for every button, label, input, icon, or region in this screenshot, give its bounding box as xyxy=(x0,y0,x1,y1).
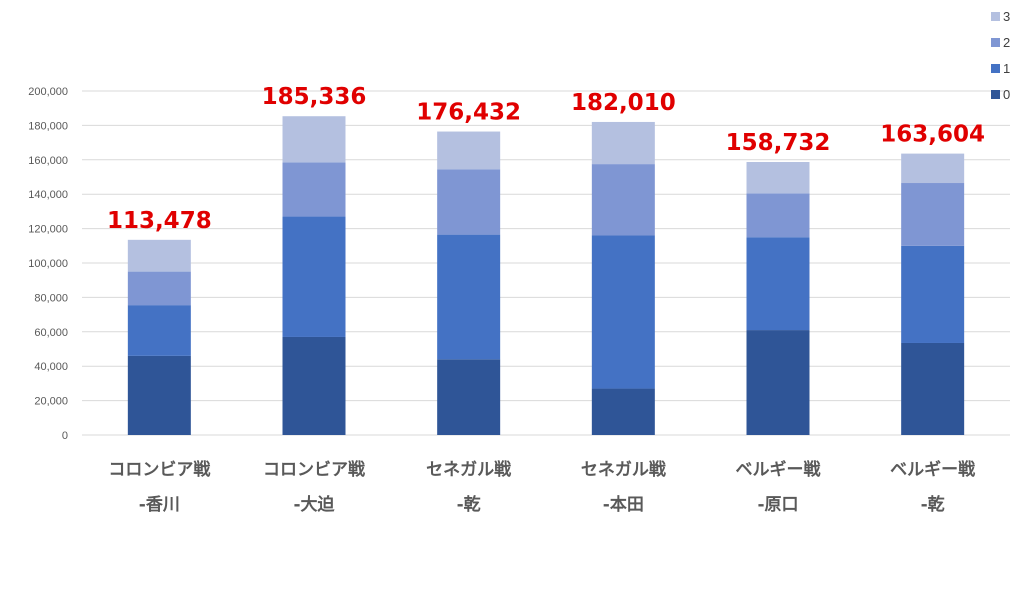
y-tick-label: 160,000 xyxy=(28,155,68,167)
bar-segment-series-2 xyxy=(437,169,501,235)
legend: 3 2 1 0 xyxy=(991,9,1010,102)
bar-segment-series-3 xyxy=(591,121,655,165)
y-tick-label: 200,000 xyxy=(28,86,68,98)
bar-segment-series-1 xyxy=(127,305,191,356)
category-label: -乾 xyxy=(921,494,945,515)
category-label: セネガル戦 xyxy=(581,459,667,480)
category-label: セネガル戦 xyxy=(426,459,512,480)
y-tick-label: 40,000 xyxy=(34,361,68,373)
bar-segment-series-3 xyxy=(127,239,191,272)
legend-item: 3 xyxy=(991,9,1010,24)
legend-item: 2 xyxy=(991,35,1010,50)
bar-segment-series-3 xyxy=(282,116,346,163)
legend-swatch xyxy=(991,64,1000,73)
bar-segment-series-1 xyxy=(746,237,810,331)
total-label: 185,336 xyxy=(262,84,367,110)
legend-label: 1 xyxy=(1003,61,1010,76)
category-label: -香川 xyxy=(139,495,180,515)
bar-segment-series-1 xyxy=(901,245,965,343)
bar-stack xyxy=(437,131,501,435)
gridlines xyxy=(82,90,1010,436)
bar-segment-series-0 xyxy=(437,359,501,435)
bar-stack xyxy=(591,121,655,435)
y-tick-label: 20,000 xyxy=(34,396,68,408)
category-label: -原口 xyxy=(757,495,798,515)
y-tick-label: 140,000 xyxy=(28,189,68,201)
category-labels: コロンビア戦 -香川 コロンビア戦 -大迫 セネガル戦 -乾 セネガル戦 -本田 ベルギー戦 -原… xyxy=(108,459,976,515)
category-label: -乾 xyxy=(457,494,481,515)
total-labels: 113,478 185,336 176,432 182,010 158,732 163,6… xyxy=(107,84,985,234)
bar-stack xyxy=(282,116,346,435)
total-label: 182,010 xyxy=(571,90,676,116)
bar-stack xyxy=(127,239,191,435)
category-label: ベルギー戦 xyxy=(736,459,822,480)
bar-segment-series-2 xyxy=(901,183,965,246)
legend-swatch xyxy=(991,12,1000,21)
bar-stack xyxy=(901,153,965,435)
bar-segment-series-0 xyxy=(127,355,191,435)
bar-segment-series-1 xyxy=(437,234,501,360)
legend-item: 1 xyxy=(991,61,1010,76)
bar-segment-series-3 xyxy=(746,161,810,194)
bar-segment-series-2 xyxy=(127,271,191,306)
bar-segment-series-0 xyxy=(282,336,346,435)
legend-label: 0 xyxy=(1003,87,1010,102)
legend-swatch xyxy=(991,90,1000,99)
y-axis-ticks: 0 20,000 40,000 60,000 80,000 100,000 120,000 1… xyxy=(28,86,68,442)
total-label: 163,604 xyxy=(880,122,985,148)
y-tick-label: 80,000 xyxy=(34,292,68,304)
bar-stack xyxy=(746,161,810,435)
bar-segment-series-1 xyxy=(282,216,346,337)
bar-segment-series-2 xyxy=(282,162,346,217)
bar-segment-series-0 xyxy=(746,330,810,435)
legend-label: 2 xyxy=(1003,35,1010,50)
total-label: 113,478 xyxy=(107,208,212,234)
category-label: コロンビア戦 xyxy=(108,459,211,480)
y-tick-label: 120,000 xyxy=(28,224,68,236)
category-label: -本田 xyxy=(603,494,644,515)
legend-swatch xyxy=(991,38,1000,47)
bar-segment-series-0 xyxy=(591,388,655,435)
category-label: ベルギー戦 xyxy=(890,459,976,480)
y-tick-label: 0 xyxy=(62,430,68,442)
y-tick-label: 180,000 xyxy=(28,120,68,132)
total-label: 176,432 xyxy=(416,100,521,126)
bar-segment-series-1 xyxy=(591,235,655,389)
category-label: コロンビア戦 xyxy=(263,459,366,480)
bars xyxy=(127,116,965,435)
total-label: 158,732 xyxy=(726,130,831,156)
bar-segment-series-3 xyxy=(437,131,501,170)
legend-label: 3 xyxy=(1003,9,1010,24)
bar-segment-series-2 xyxy=(591,164,655,236)
bar-segment-series-2 xyxy=(746,193,810,238)
bar-segment-series-0 xyxy=(901,342,965,435)
category-label: -大迫 xyxy=(293,494,335,515)
legend-item: 0 xyxy=(991,87,1010,102)
bar-segment-series-3 xyxy=(901,153,965,184)
y-tick-label: 100,000 xyxy=(28,258,68,270)
y-tick-label: 60,000 xyxy=(34,327,68,339)
